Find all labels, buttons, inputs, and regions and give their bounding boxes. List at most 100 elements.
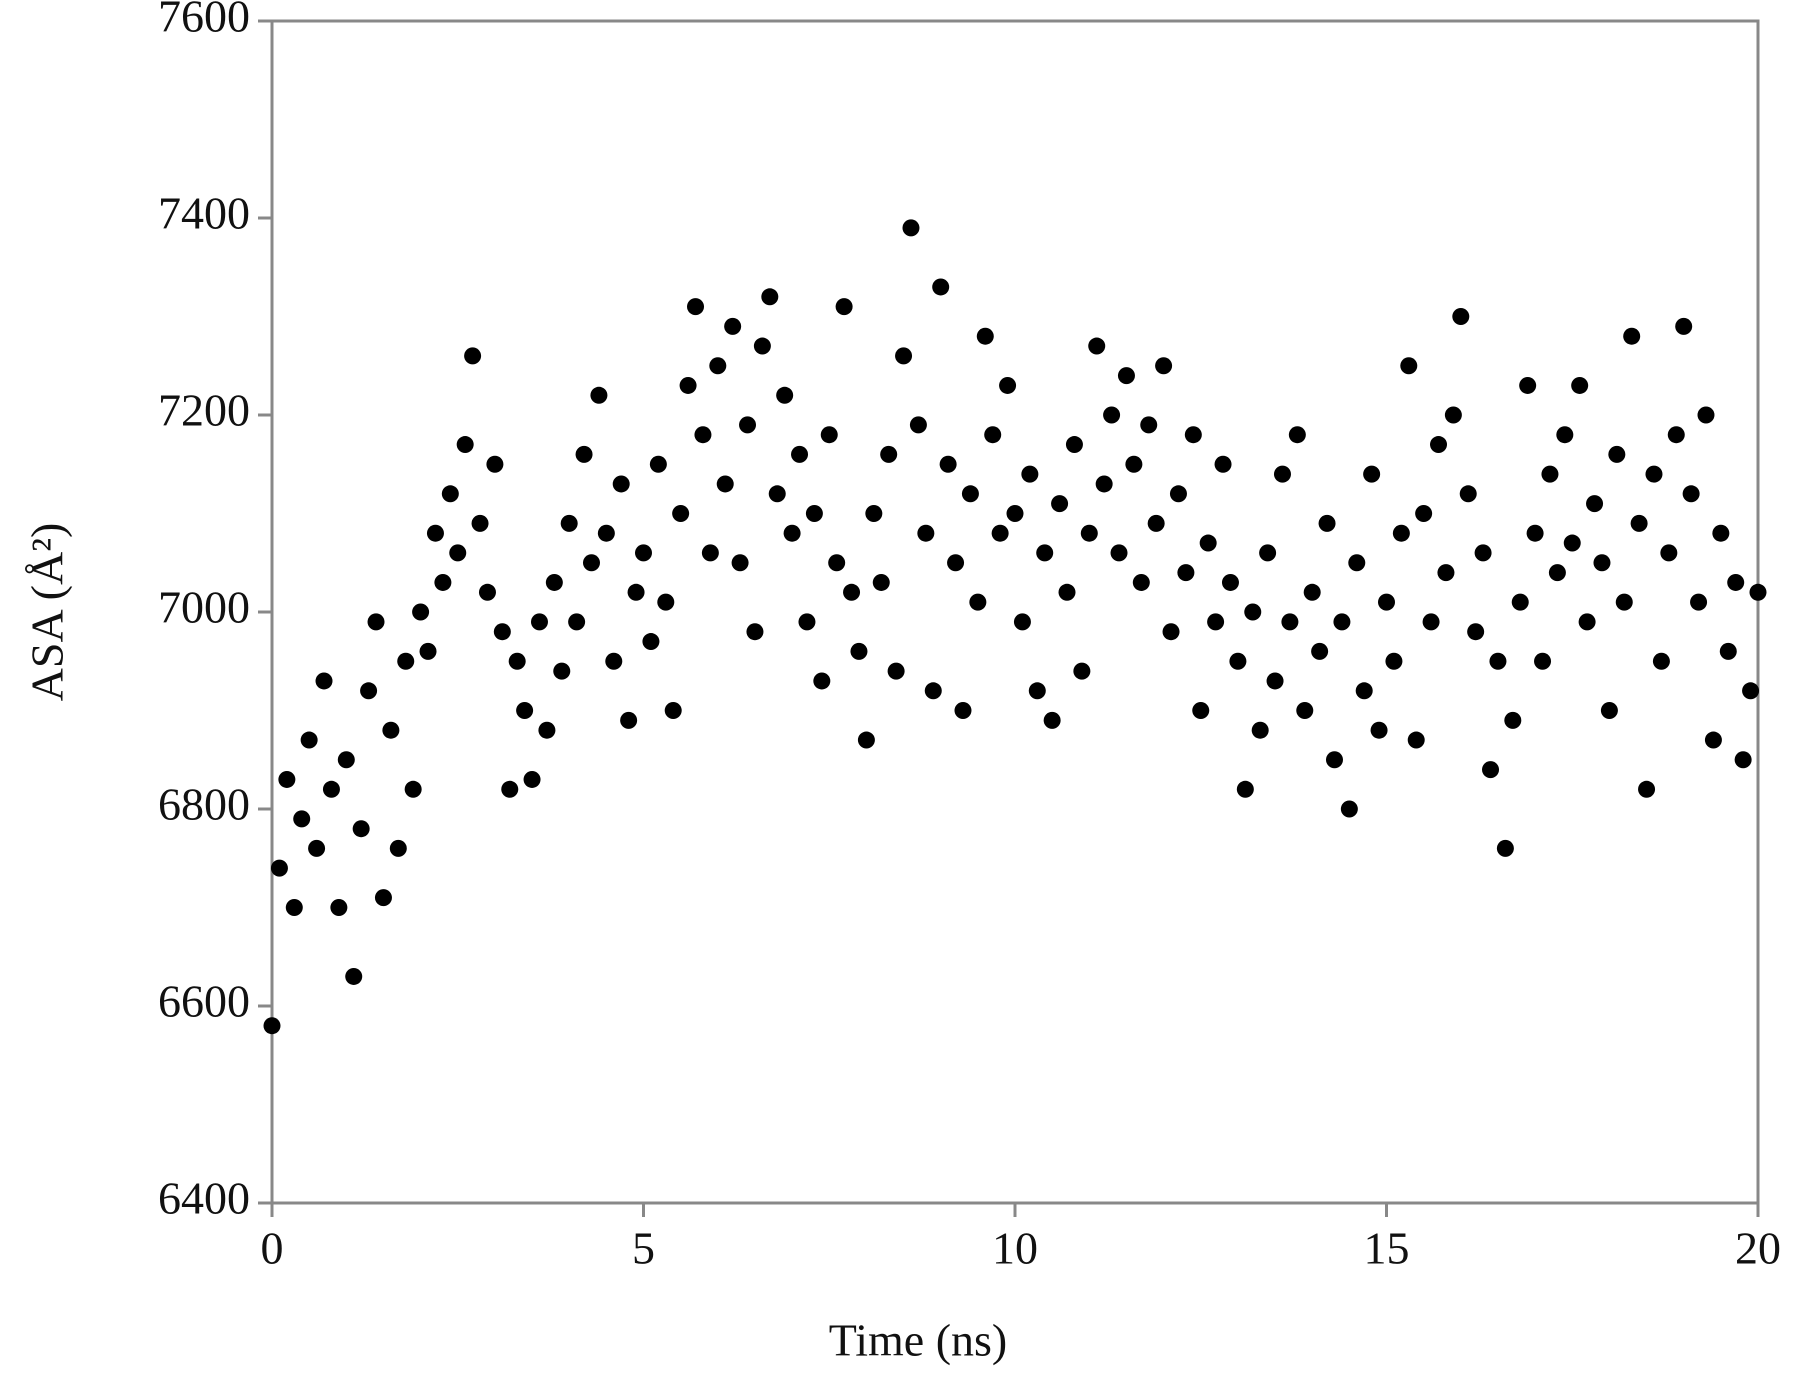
point (939, 455, 957, 473)
point (1199, 534, 1217, 552)
point (687, 298, 705, 316)
point (1051, 495, 1069, 513)
point (976, 327, 994, 345)
point (1281, 613, 1299, 631)
point (1727, 573, 1745, 591)
point (1496, 839, 1514, 857)
point (1482, 761, 1500, 779)
point (694, 426, 712, 444)
point (293, 810, 311, 828)
point (1043, 711, 1061, 729)
point (969, 593, 987, 611)
point (1437, 564, 1455, 582)
point (1593, 554, 1611, 572)
point (560, 514, 578, 532)
point (620, 711, 638, 729)
point (486, 455, 504, 473)
point (322, 780, 340, 798)
point (1563, 534, 1581, 552)
point (397, 652, 415, 670)
point (1489, 652, 1507, 670)
point (753, 337, 771, 355)
point (1229, 652, 1247, 670)
point (635, 544, 652, 562)
x-tick-label: 15 (1364, 1223, 1410, 1274)
point (739, 416, 757, 434)
point (731, 554, 749, 572)
point (1697, 406, 1715, 424)
point (1452, 308, 1470, 325)
point (1675, 317, 1693, 335)
point (1325, 751, 1343, 769)
point (456, 436, 474, 454)
point (1296, 702, 1314, 719)
point (1511, 593, 1529, 611)
point (530, 613, 548, 631)
point (1177, 564, 1195, 582)
point (360, 682, 378, 700)
point (791, 445, 809, 463)
point (419, 642, 437, 660)
point (843, 583, 861, 601)
point (1519, 376, 1537, 394)
point (1407, 731, 1425, 749)
point (1578, 613, 1596, 631)
y-tick-label: 6400 (158, 1173, 250, 1224)
y-tick-label: 7000 (158, 582, 250, 633)
point (1348, 554, 1366, 572)
point (917, 524, 935, 542)
point (1556, 426, 1574, 444)
point (545, 573, 563, 591)
point (1110, 544, 1128, 562)
point (1652, 652, 1670, 670)
point (553, 662, 571, 680)
point (308, 839, 326, 857)
point (426, 524, 444, 542)
point (300, 731, 318, 749)
point (746, 623, 764, 641)
point (820, 426, 838, 444)
plot-frame (270, 19, 1760, 1205)
point (501, 780, 519, 798)
point (471, 514, 489, 532)
point (285, 899, 303, 916)
point (709, 357, 727, 375)
point (649, 455, 667, 473)
point (478, 583, 496, 601)
point (1742, 682, 1760, 700)
point (991, 524, 1009, 542)
x-tick-label: 0 (261, 1223, 284, 1274)
point (404, 780, 422, 798)
point (568, 613, 586, 631)
point (605, 652, 623, 670)
point (1140, 416, 1158, 434)
point (263, 1017, 281, 1035)
point (464, 347, 482, 365)
point (1117, 367, 1135, 385)
point (642, 633, 660, 651)
y-tick-label: 6800 (158, 779, 250, 830)
point (1467, 623, 1485, 641)
point (1548, 564, 1566, 582)
point (813, 672, 831, 690)
point (1608, 445, 1626, 463)
point (1363, 465, 1381, 483)
point (1459, 485, 1477, 503)
point (352, 820, 370, 838)
point (768, 485, 786, 503)
point (805, 505, 823, 522)
point (1303, 583, 1321, 601)
point (374, 889, 392, 907)
point (880, 445, 898, 463)
point (1541, 465, 1559, 483)
point (1169, 485, 1187, 503)
point (1028, 682, 1046, 700)
y-tick-label: 7200 (158, 385, 250, 436)
point (1266, 672, 1284, 690)
point (516, 702, 534, 719)
point (776, 386, 794, 404)
point (761, 288, 779, 306)
point (798, 613, 816, 631)
y-tick-label: 7600 (158, 0, 250, 42)
